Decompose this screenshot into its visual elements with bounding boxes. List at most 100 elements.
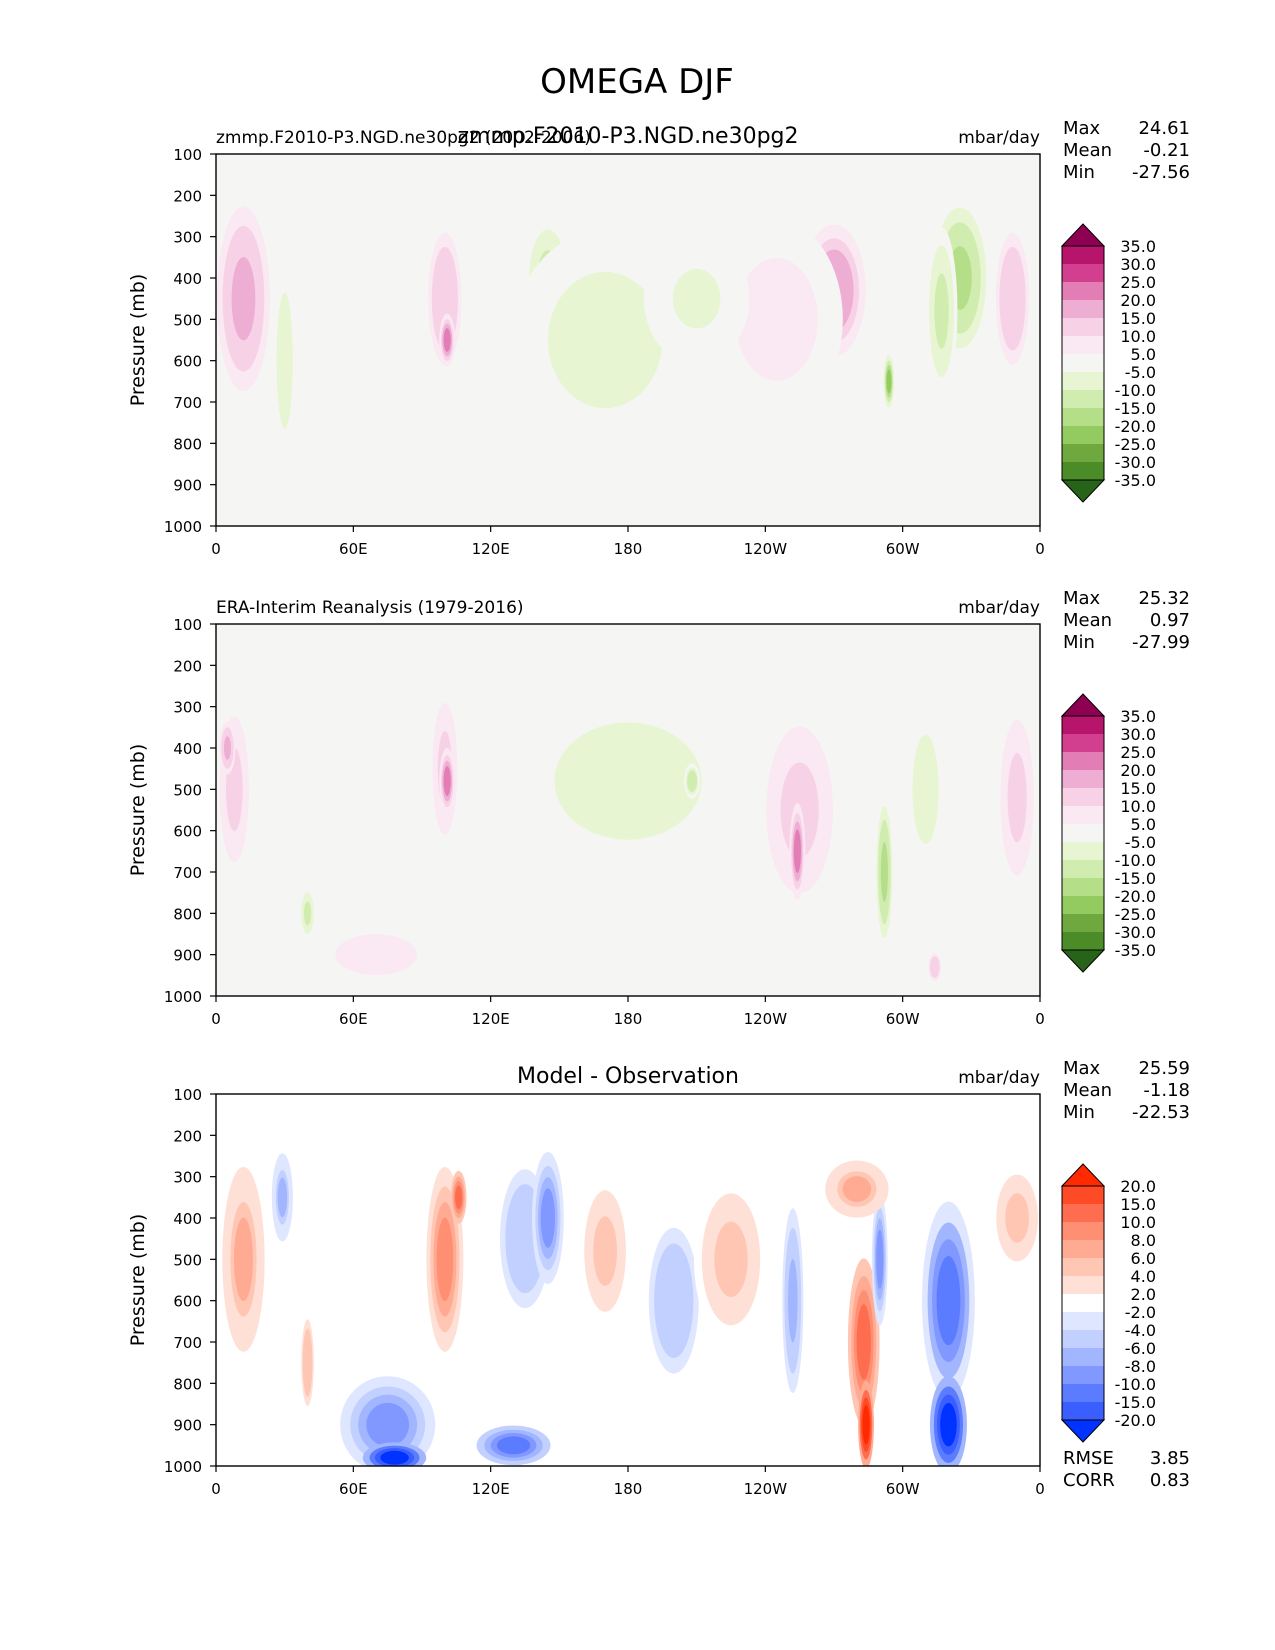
y-tick-label: 200 [173,187,202,205]
colorbar-segment [1062,354,1104,372]
colorbar-segment [1062,282,1104,300]
colorbar-tick-label: -20.0 [1115,887,1156,906]
contour-field [216,685,1039,988]
panel-title-center: Model - Observation [517,1064,739,1089]
contour-patch [672,268,721,329]
contour-patch [455,1185,463,1210]
colorbar: 35.030.025.020.015.010.05.0-5.0-10.0-15.… [1060,693,1156,973]
panel-difference: 100 200 300 400 500 600 700 800 900 1000 0 60E 120E 1… [127,1058,1190,1498]
x-tick-label: 0 [1035,1480,1045,1498]
colorbar-tick-label: 30.0 [1120,255,1156,274]
colorbar-tick-label: 4.0 [1131,1267,1156,1286]
x-tick-label: 120E [472,1010,510,1028]
colorbar-frame [1061,1185,1105,1421]
x-tick-label: 120W [744,1480,788,1498]
colorbar-tick-label: 15.0 [1120,1195,1156,1214]
colorbar-segment [1062,842,1104,860]
y-tick-label: 700 [173,864,202,882]
contour-patch [436,1217,454,1301]
y-tick-label: 900 [173,1417,202,1435]
stat-min-label: Min [1063,632,1095,653]
colorbar-tick-label: 8.0 [1131,1231,1156,1250]
colorbar-tick-label: 10.0 [1120,327,1156,346]
figure-suptitle: OMEGA DJF [540,62,734,102]
colorbar-segment [1062,1402,1104,1420]
contour-patch [540,1188,556,1248]
y-tick-label: 900 [173,477,202,495]
colorbar-segment [1062,408,1104,426]
contour-patch [886,369,892,394]
y-tick-label: 200 [173,1127,202,1145]
contour-patch [1005,1193,1030,1243]
colorbar-tick-label: 25.0 [1120,743,1156,762]
contour-patch [793,829,801,874]
x-tick-label: 120W [744,540,788,558]
colorbar-segment [1062,1294,1104,1312]
y-tick-label: 500 [173,1251,202,1269]
colorbar-segment [1062,1384,1104,1402]
colorbar-tick-label: 5.0 [1131,345,1156,364]
y-tick-label: 100 [173,1086,202,1104]
x-tick-label: 0 [211,540,221,558]
stat-min-label: Min [1063,162,1095,183]
colorbar-segment [1062,896,1104,914]
contour-patch [380,1450,409,1465]
x-tick-label: 0 [211,1480,221,1498]
colorbar-tick-label: -20.0 [1115,417,1156,436]
x-tick-label: 0 [1035,1010,1045,1028]
contour-patch [880,842,888,902]
x-tick-label: 180 [614,1480,643,1498]
contour-patch [303,901,312,926]
y-tick-label: 400 [173,740,202,758]
colorbar-segment [1062,1222,1104,1240]
x-tick-label: 180 [614,540,643,558]
panel-units: mbar/day [958,598,1040,618]
contour-patch [876,1229,884,1290]
colorbar-segment [1062,752,1104,770]
colorbar-segment [1062,1186,1104,1204]
contour-patch [916,749,936,830]
colorbar-extend-max [1060,223,1106,247]
contour-patch [593,1216,618,1286]
contour-patch [303,1337,312,1388]
contour-patch [747,274,807,364]
x-tick-label: 0 [1035,540,1045,558]
contour-patch [366,1402,410,1447]
colorbar-tick-label: -15.0 [1115,869,1156,888]
stat-mean-label: Mean [1063,610,1112,631]
y-tick-label: 900 [173,947,202,965]
contour-patch [346,939,406,970]
contour-field [222,1150,1040,1466]
colorbar-segment [1062,426,1104,444]
contour-patch [277,1177,288,1218]
y-tick-label: 700 [173,1334,202,1352]
colorbar-tick-label: -30.0 [1115,453,1156,472]
stat-min-value: -22.53 [1132,1102,1190,1123]
colorbar-segment [1062,1204,1104,1222]
x-tick-label: 60W [886,540,920,558]
y-tick-label: 800 [173,1375,202,1393]
stat-mean-label: Mean [1063,1080,1112,1101]
y-tick-label: 800 [173,435,202,453]
colorbar-tick-label: 10.0 [1120,1213,1156,1232]
contour-patch [862,1404,870,1445]
contour-field [217,206,1034,471]
x-tick-label: 60W [886,1010,920,1028]
stat-mean-value: 0.97 [1150,610,1190,631]
metric-rmse-value: 3.85 [1150,1448,1190,1469]
colorbar-segment [1062,1276,1104,1294]
colorbar: 35.030.025.020.015.010.05.0-5.0-10.0-15.… [1060,223,1156,503]
contour-patch [934,273,949,349]
panel-units: mbar/day [958,1068,1040,1088]
stat-mean-label: Mean [1063,140,1112,161]
colorbar-tick-label: -25.0 [1115,905,1156,924]
colorbar-tick-label: -15.0 [1115,1393,1156,1412]
colorbar-tick-label: 20.0 [1120,761,1156,780]
colorbar-segment [1062,300,1104,318]
contour-patch [443,766,451,796]
y-tick-label: 300 [173,1169,202,1187]
stat-min-value: -27.99 [1132,632,1190,653]
colorbar-tick-label: 30.0 [1120,725,1156,744]
metric-corr-value: 0.83 [1150,1470,1190,1491]
